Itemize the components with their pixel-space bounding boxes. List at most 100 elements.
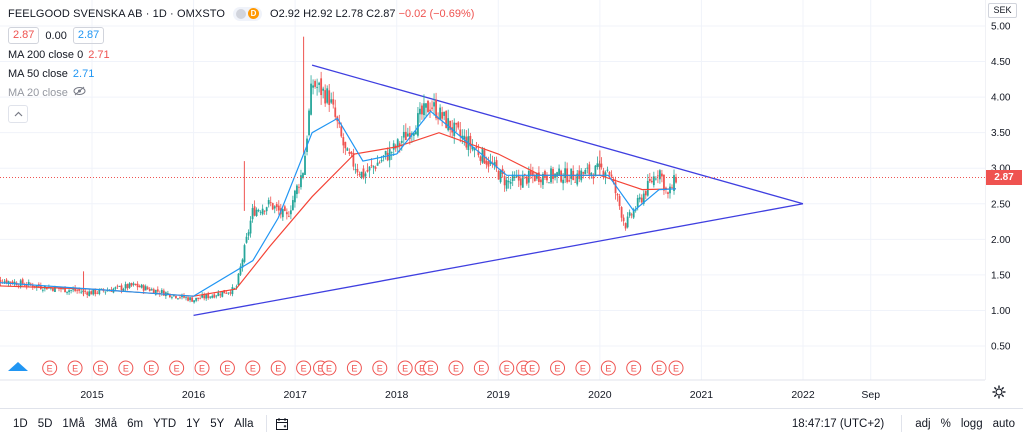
range-button-1må[interactable]: 1Må <box>62 417 85 430</box>
settings-gear-icon[interactable] <box>992 385 1006 402</box>
candle-body <box>328 90 331 105</box>
time-tick-label: 2022 <box>791 389 815 401</box>
candle-body <box>72 289 75 291</box>
price-axis[interactable]: 5.00 4.50 4.00 3.50 3.00 2.50 2.00 1.50 1.00 0.50 <box>985 0 1023 380</box>
candle-body <box>273 206 276 209</box>
collapse-legend-icon[interactable] <box>8 105 28 123</box>
hidden-eye-icon[interactable] <box>73 86 86 99</box>
earnings-marker[interactable]: E <box>169 360 185 376</box>
earnings-marker[interactable]: E <box>245 360 261 376</box>
symbol-title[interactable]: FEELGOOD SVENSKA AB · 1D · OMXSTO <box>8 7 226 20</box>
trendline-lower[interactable] <box>193 203 804 317</box>
earnings-marker[interactable]: E <box>372 360 388 376</box>
goto-date-icon[interactable] <box>275 417 289 431</box>
candle-body <box>74 287 77 291</box>
trendlines[interactable] <box>193 64 804 317</box>
candle-body <box>54 286 56 293</box>
candle-body <box>86 292 89 295</box>
ma50-line[interactable] <box>0 110 677 297</box>
candle-body <box>525 176 528 184</box>
candle-body <box>412 132 415 136</box>
auto-toggle[interactable]: auto <box>992 417 1015 430</box>
earnings-marker[interactable]: E <box>346 360 362 376</box>
candle-body <box>233 288 236 289</box>
earnings-marker[interactable]: E <box>270 360 286 376</box>
range-button-ytd[interactable]: YTD <box>153 417 177 430</box>
earnings-marker[interactable]: E <box>423 360 439 376</box>
time-tick-label: 2020 <box>588 389 612 401</box>
earnings-marker-label: E <box>174 364 180 374</box>
adj-toggle[interactable]: adj <box>915 417 931 430</box>
earnings-marker-label: E <box>673 364 679 374</box>
earnings-marker[interactable]: E <box>550 360 566 376</box>
candle-body <box>626 216 629 228</box>
time-tick-label: 2015 <box>80 389 104 401</box>
earnings-marker[interactable]: E <box>524 360 540 376</box>
candle-body <box>217 292 220 296</box>
candle-body <box>298 186 300 188</box>
earnings-marker[interactable]: E <box>448 360 464 376</box>
earnings-marker[interactable]: E <box>575 360 591 376</box>
earnings-marker[interactable]: E <box>42 360 58 376</box>
candle-body <box>564 168 567 179</box>
log-toggle[interactable]: logg <box>960 417 983 430</box>
candle-body <box>150 289 153 291</box>
candle-body <box>415 131 417 135</box>
ma200-legend[interactable]: MA 200 close 0 2.71 <box>8 48 110 61</box>
earnings-marker[interactable]: E <box>194 360 210 376</box>
candle-body <box>370 164 373 166</box>
candle-body <box>417 113 419 136</box>
earnings-marker[interactable]: E <box>473 360 489 376</box>
range-button-5y[interactable]: 5Y <box>210 417 225 430</box>
earnings-marker[interactable]: E <box>143 360 159 376</box>
time-axis[interactable]: 2015 2016 2017 2018 2019 2020 2021 2022 Sep <box>0 379 985 401</box>
candle-body <box>197 297 200 299</box>
earnings-marker[interactable]: E <box>600 360 616 376</box>
candle-body <box>618 196 621 207</box>
candle-body <box>497 170 500 180</box>
earnings-marker[interactable]: E <box>92 360 108 376</box>
candle-body <box>406 133 409 137</box>
market-status[interactable]: D <box>233 6 263 21</box>
candle-body <box>586 167 589 169</box>
earnings-marker[interactable]: E <box>321 360 337 376</box>
earnings-marker[interactable]: E <box>651 360 667 376</box>
earnings-marker[interactable]: E <box>296 360 312 376</box>
earnings-marker[interactable]: E <box>219 360 235 376</box>
earnings-marker[interactable]: E <box>118 360 134 376</box>
range-button-6m[interactable]: 6m <box>127 417 144 430</box>
candle-body <box>330 99 333 103</box>
earnings-marker[interactable]: E <box>397 360 413 376</box>
candle-body <box>509 181 512 184</box>
candle-body <box>652 176 655 186</box>
trendline-upper[interactable] <box>311 64 804 205</box>
ma50-legend[interactable]: MA 50 close 2.71 <box>8 67 95 80</box>
candle-body <box>463 135 466 140</box>
candle-body <box>132 283 135 285</box>
candle-body <box>644 191 647 196</box>
earnings-marker[interactable]: E <box>67 360 83 376</box>
range-button-1d[interactable]: 1D <box>13 417 28 430</box>
range-button-3må[interactable]: 3Må <box>94 417 118 430</box>
clock-timezone[interactable]: 18:47:17 (UTC+2) <box>791 417 885 430</box>
range-button-1y[interactable]: 1Y <box>186 417 201 430</box>
candle-body <box>548 182 550 184</box>
events-icon[interactable] <box>8 362 28 371</box>
earnings-marker[interactable]: E <box>668 360 684 376</box>
earnings-marker[interactable]: E <box>626 360 642 376</box>
range-button-5d[interactable]: 5D <box>37 417 53 430</box>
candle-body <box>461 135 464 139</box>
earnings-marker[interactable]: E <box>499 360 515 376</box>
percent-toggle[interactable]: % <box>940 417 951 430</box>
ma200-line[interactable] <box>0 132 677 297</box>
candle-body <box>304 155 306 175</box>
ma20-legend[interactable]: MA 20 close <box>8 83 474 102</box>
currency-label[interactable]: SEK <box>988 3 1017 18</box>
range-button-alla[interactable]: Alla <box>234 417 254 430</box>
candle-body <box>519 178 522 186</box>
earnings-marker-label: E <box>453 364 459 374</box>
candle-body <box>523 173 526 175</box>
